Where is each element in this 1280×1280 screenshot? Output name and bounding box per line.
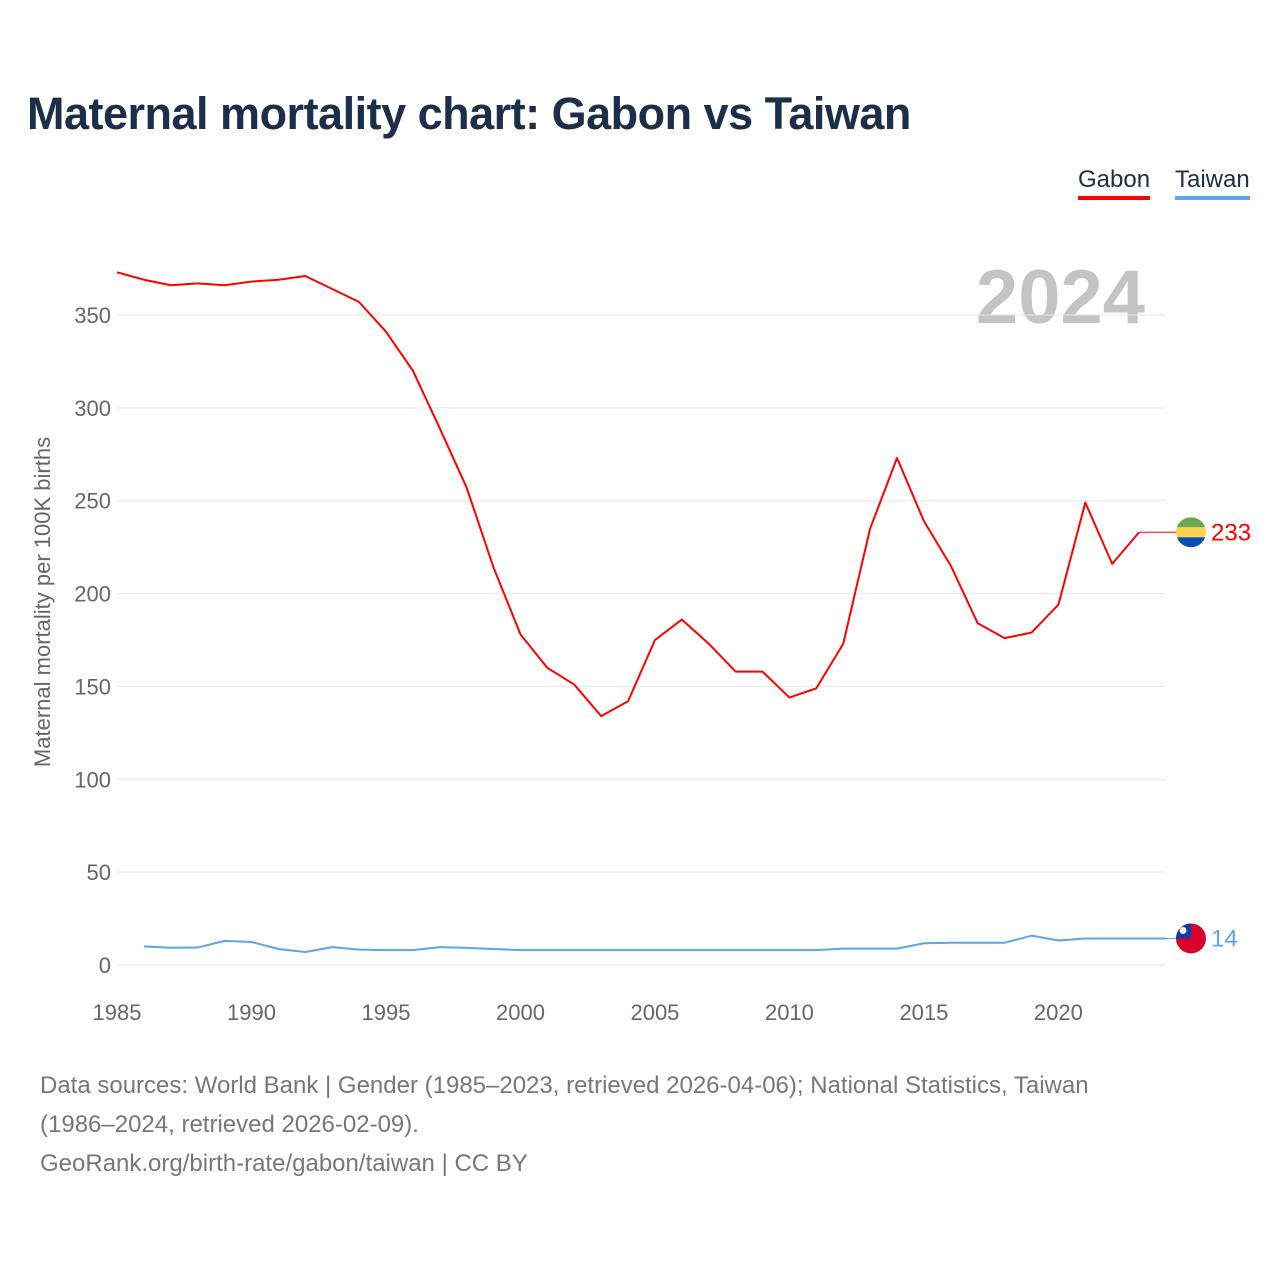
y-tick-label: 300 bbox=[74, 396, 111, 421]
x-tick-label: 2015 bbox=[899, 1000, 948, 1025]
legend-item-taiwan[interactable]: Taiwan bbox=[1175, 166, 1250, 200]
end-label-taiwan: 14 bbox=[1211, 925, 1238, 952]
flag-gabon-icon bbox=[1176, 517, 1206, 548]
y-tick-label: 100 bbox=[74, 767, 111, 792]
y-tick-label: 50 bbox=[87, 860, 111, 885]
source-line-2: (1986–2024, retrieved 2026-02-09). bbox=[40, 1111, 419, 1138]
x-tick-label: 1990 bbox=[227, 1000, 276, 1025]
x-tick-label: 1995 bbox=[361, 1000, 410, 1025]
y-tick-label: 250 bbox=[74, 489, 111, 514]
y-tick-label: 0 bbox=[99, 953, 111, 978]
y-tick-label: 200 bbox=[74, 582, 111, 607]
x-tick-label: 2005 bbox=[630, 1000, 679, 1025]
source-link[interactable]: GeoRank.org/birth-rate/gabon/taiwan | CC… bbox=[40, 1150, 528, 1177]
chart-title: Maternal mortality chart: Gabon vs Taiwa… bbox=[27, 88, 911, 139]
source-line-1: Data sources: World Bank | Gender (1985–… bbox=[40, 1072, 1089, 1099]
flag-taiwan-icon bbox=[1176, 923, 1206, 954]
y-tick-label: 150 bbox=[74, 674, 111, 699]
footer: Data sources: World Bank | Gender (1985–… bbox=[40, 1066, 1240, 1183]
year-watermark: 2024 bbox=[976, 255, 1145, 340]
y-axis-label: Maternal mortality per 100K births bbox=[30, 437, 55, 767]
series-line-gabon bbox=[116, 271, 1140, 718]
x-tick-label: 2020 bbox=[1034, 1000, 1083, 1025]
x-tick-label: 1985 bbox=[93, 1000, 142, 1025]
series-line-taiwan bbox=[143, 934, 1166, 953]
x-tick-label: 2000 bbox=[496, 1000, 545, 1025]
x-tick-label: 2010 bbox=[765, 1000, 814, 1025]
legend-item-gabon[interactable]: Gabon bbox=[1078, 166, 1151, 200]
y-tick-label: 350 bbox=[74, 303, 111, 328]
end-label-gabon: 233 bbox=[1211, 519, 1251, 546]
